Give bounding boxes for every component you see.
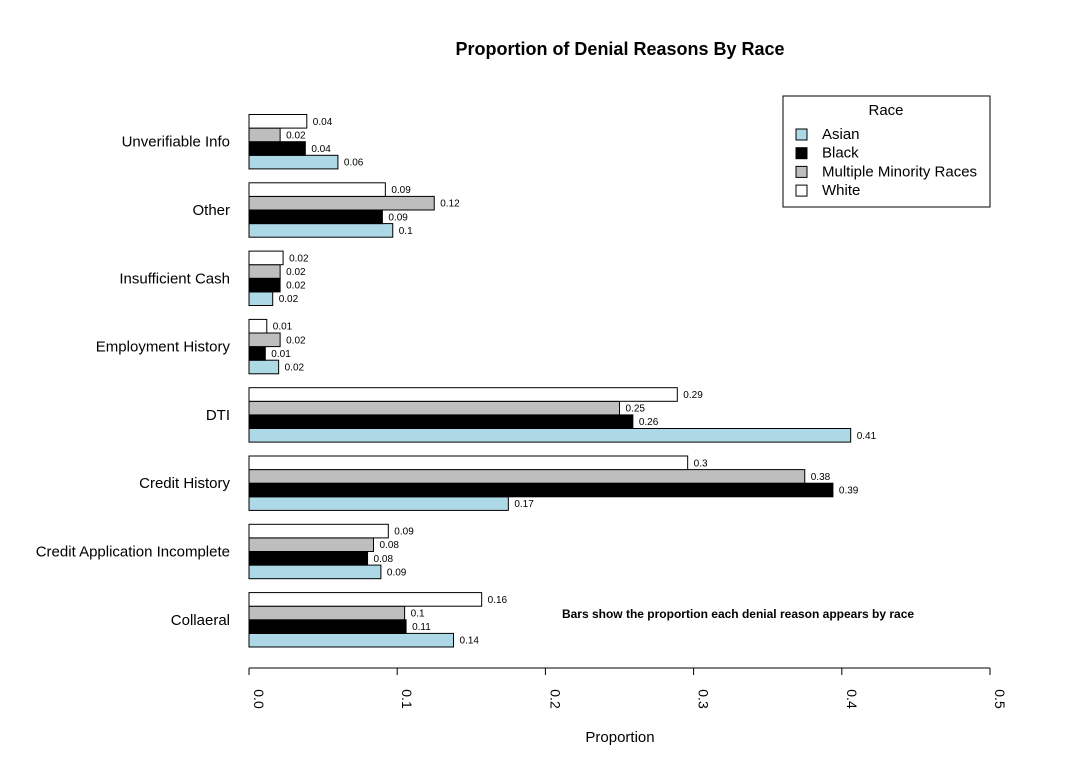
data-label: 0.09	[394, 527, 414, 538]
bar-white-collaeral	[248, 592, 483, 607]
data-label: 0.12	[440, 199, 460, 210]
data-label: 0.02	[286, 281, 306, 292]
data-label: 0.02	[289, 253, 309, 264]
bar-white-credit-history	[248, 455, 689, 471]
legend-label: Asian	[822, 126, 860, 143]
bars-layer: 0.14 0.11 0.1 0.16 0.09 0.08 0.08 0.09 0.17 0.39 0…	[248, 114, 877, 648]
bar-black-credit-history	[248, 482, 834, 498]
legend-swatch	[795, 128, 808, 141]
bar-white-employment-history	[248, 318, 268, 334]
data-label: 0.29	[683, 390, 703, 401]
data-label: 0.02	[286, 267, 306, 278]
data-label: 0.1	[411, 609, 425, 620]
legend-swatch	[795, 165, 808, 178]
legend-title: Race	[868, 102, 903, 119]
bar-white-other	[248, 182, 386, 197]
data-label: 0.02	[286, 335, 306, 346]
data-label: 0.08	[374, 554, 394, 565]
bar-asian-unverifiable-info	[248, 154, 339, 170]
x-axis: 0.0 0.1 0.2 0.3 0.4 0.5	[248, 667, 1008, 709]
bar-multiple-minority-races-employment-history	[248, 332, 281, 348]
bar-black-other	[248, 209, 383, 225]
bar-multiple-minority-races-insufficient-cash	[248, 264, 281, 279]
bar-black-insufficient-cash	[248, 277, 281, 293]
data-label: 0.01	[271, 349, 291, 360]
bar-white-dti	[248, 387, 678, 402]
legend-swatch	[795, 147, 808, 160]
category-label: Credit Application Incomplete	[36, 544, 230, 561]
data-label: 0.09	[387, 567, 407, 578]
bar-white-credit-application-incomplete	[248, 523, 389, 539]
data-label: 0.06	[344, 158, 364, 169]
bar-asian-employment-history	[248, 359, 280, 375]
data-label: 0.14	[460, 636, 480, 647]
bar-white-insufficient-cash	[248, 250, 284, 266]
bar-asian-dti	[248, 428, 852, 443]
data-label: 0.1	[399, 226, 413, 237]
data-label: 0.02	[279, 294, 299, 305]
bar-black-collaeral	[248, 619, 407, 634]
data-label: 0.39	[839, 486, 859, 497]
data-label: 0.17	[514, 499, 534, 510]
x-tick-label: 0.0	[251, 689, 267, 709]
x-tick-label: 0.4	[844, 689, 860, 709]
category-label: Other	[192, 202, 230, 219]
bar-asian-credit-history	[248, 496, 509, 511]
bar-asian-collaeral	[248, 632, 455, 648]
bar-asian-other	[248, 223, 394, 238]
bar-asian-insufficient-cash	[248, 291, 274, 306]
legend-swatch	[795, 184, 808, 197]
data-label: 0.04	[311, 144, 331, 155]
data-label: 0.11	[412, 622, 431, 633]
bar-black-dti	[248, 414, 634, 429]
data-label: 0.41	[857, 431, 877, 442]
legend-label: Multiple Minority Races	[822, 163, 977, 180]
x-tick-label: 0.1	[399, 689, 415, 709]
x-axis-title: Proportion	[585, 729, 654, 746]
chart-title: Proportion of Denial Reasons By Race	[455, 39, 784, 59]
bar-multiple-minority-races-credit-application-incomplete	[248, 537, 374, 553]
legend-label: Black	[822, 145, 859, 162]
x-tick-label: 0.2	[547, 689, 563, 709]
data-label: 0.25	[626, 404, 646, 415]
chart-annotation: Bars show the proportion each denial rea…	[562, 607, 914, 621]
bar-white-unverifiable-info	[248, 114, 308, 129]
bar-black-credit-application-incomplete	[248, 551, 369, 566]
legend-box	[782, 95, 991, 208]
bar-black-employment-history	[248, 346, 266, 361]
data-label: 0.02	[286, 130, 306, 141]
category-label: Unverifiable Info	[122, 134, 230, 151]
category-label: Insufficient Cash	[119, 270, 230, 287]
data-label: 0.26	[639, 417, 659, 428]
bar-multiple-minority-races-unverifiable-info	[248, 127, 281, 143]
legend-label: White	[822, 182, 860, 199]
data-label: 0.01	[273, 322, 293, 333]
category-label: Credit History	[139, 475, 230, 492]
data-label: 0.3	[694, 458, 708, 469]
category-label: DTI	[206, 407, 230, 424]
x-tick-label: 0.5	[992, 689, 1008, 709]
bar-multiple-minority-races-collaeral	[248, 605, 406, 621]
category-labels: Collaeral Credit Application Incomplete Cr…	[36, 134, 231, 629]
data-label: 0.04	[313, 117, 333, 128]
data-label: 0.08	[379, 540, 399, 551]
data-label: 0.02	[285, 363, 305, 374]
data-label: 0.09	[388, 212, 408, 223]
category-label: Employment History	[96, 339, 231, 356]
data-label: 0.09	[391, 185, 411, 196]
x-tick-label: 0.3	[696, 689, 712, 709]
data-label: 0.16	[488, 595, 508, 606]
bar-asian-credit-application-incomplete	[248, 564, 382, 580]
bar-multiple-minority-races-other	[248, 195, 435, 211]
category-label: Collaeral	[171, 612, 230, 629]
bar-multiple-minority-races-dti	[248, 400, 620, 416]
data-label: 0.38	[811, 472, 831, 483]
bar-black-unverifiable-info	[248, 141, 306, 156]
bar-multiple-minority-races-credit-history	[248, 469, 806, 484]
